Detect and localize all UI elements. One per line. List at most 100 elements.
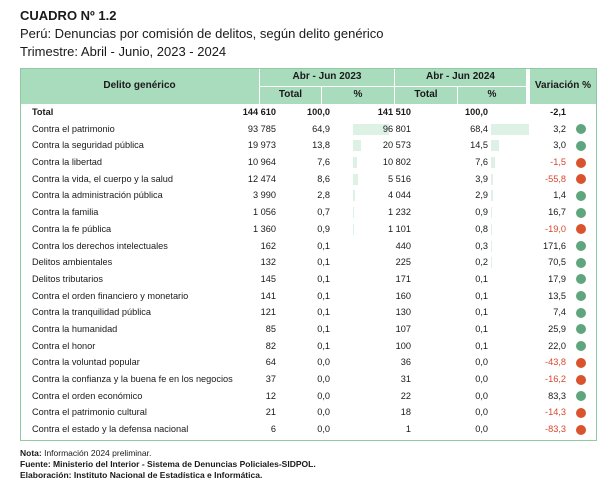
cell-total-2023: 19 973 <box>247 140 276 151</box>
footer-note-label: Nota: <box>20 448 42 458</box>
cell-total-2024: 1 232 <box>388 207 411 218</box>
cell-total-2024: 440 <box>395 240 411 251</box>
cell-pct-2024: 0,9 <box>475 207 488 218</box>
row-label: Contra el orden económico <box>32 390 143 401</box>
cell-total-2024: 225 <box>395 257 411 268</box>
row-label: Contra la voluntad popular <box>32 357 140 368</box>
col-header-2024-total: Total <box>414 89 438 100</box>
table-row: Contra la familia 1 056 0,7 1 232 0,9 16,7 <box>20 204 596 221</box>
pct-bar-2024 <box>491 157 496 169</box>
increase-indicator-icon <box>576 140 586 151</box>
cell-total-2024: 10 802 <box>382 157 411 168</box>
pct-bar-2024 <box>491 123 530 135</box>
cell-variation: -14,3 <box>545 407 566 418</box>
cell-pct-2023: 0,1 <box>317 273 330 284</box>
table-row: Contra el patrimonio 93 785 64,9 96 801 68,4… <box>20 121 596 138</box>
decrease-indicator-icon <box>576 174 586 185</box>
header-bg-variation <box>530 68 596 104</box>
increase-indicator-icon <box>576 241 586 251</box>
row-label: Delitos ambientales <box>32 257 113 268</box>
cell-pct-2023: 0,9 <box>317 223 330 234</box>
cell-variation: 13,5 <box>548 290 566 301</box>
cell-total-2024: 141 510 <box>377 107 411 117</box>
table-period: Trimestre: Abril - Junio, 2023 - 2024 <box>20 44 227 59</box>
header-divider-2023 <box>260 86 394 87</box>
header-divider-2024 <box>395 86 526 87</box>
cell-variation: -16,2 <box>545 374 566 384</box>
pct-bar-2023 <box>353 140 361 152</box>
header-divider-2024-cols <box>457 86 458 104</box>
increase-indicator-icon <box>576 190 586 201</box>
row-label: Contra la seguridad pública <box>32 140 144 151</box>
table-footer: Nota: Información 2024 preliminar. Fuent… <box>20 448 316 481</box>
table-row: Delitos ambientales 132 0,1 225 0,2 70,5 <box>20 254 596 271</box>
cell-pct-2024: 68,4 <box>470 123 488 134</box>
increase-indicator-icon <box>576 341 586 352</box>
cell-pct-2023: 13,8 <box>312 140 330 151</box>
increase-indicator-icon <box>576 391 586 402</box>
cell-pct-2023: 64,9 <box>312 123 330 134</box>
table-row: Contra el patrimonio cultural 21 0,0 18 0,0 -… <box>20 404 596 421</box>
increase-indicator-icon <box>576 257 586 268</box>
cell-total-2023: 85 <box>265 323 276 334</box>
table-row: Contra la administración pública 3 990 2,8… <box>20 187 596 204</box>
cell-total-2023: 10 964 <box>247 157 276 168</box>
footer-note-text: Información 2024 preliminar. <box>41 448 152 458</box>
cell-pct-2024: 0,1 <box>475 323 488 334</box>
cell-total-2023: 93 785 <box>247 123 276 134</box>
cell-pct-2023: 0,1 <box>317 307 330 318</box>
cell-total-2023: 141 <box>260 290 276 301</box>
table-row: Contra la seguridad pública 19 973 13,8 20 … <box>20 137 596 154</box>
cell-pct-2023: 0,0 <box>317 357 330 368</box>
table-row: Contra la vida, el cuerpo y la salud 12 4… <box>20 171 596 188</box>
cell-pct-2024: 0,3 <box>475 240 488 251</box>
cell-pct-2024: 0,1 <box>475 307 488 318</box>
cell-total-2024: 107 <box>395 323 411 334</box>
col-header-2023-total: Total <box>278 89 303 100</box>
cell-variation: 3,0 <box>553 140 566 151</box>
decrease-indicator-icon <box>576 357 586 368</box>
cell-total-2024: 1 <box>405 424 411 435</box>
table-row: Contra la humanidad 85 0,1 107 0,1 25,9 <box>20 321 596 338</box>
footer-source: Fuente: Ministerio del Interior - Sistem… <box>20 459 316 469</box>
crimes-table: Delito genérico Abr - Jun 2023 Abr - Jun… <box>20 68 597 441</box>
cell-pct-2024: 0,2 <box>475 257 488 268</box>
pct-bar-2024 <box>491 140 500 152</box>
cell-variation: 25,9 <box>548 323 566 334</box>
cell-total-2024: 160 <box>395 290 411 301</box>
row-label: Contra la confianza y la buena fe en los… <box>32 374 233 384</box>
decrease-indicator-icon <box>576 424 586 435</box>
cell-variation: -1,5 <box>550 157 566 168</box>
cell-total-2023: 145 <box>260 273 276 284</box>
cell-total-2024: 100 <box>395 340 411 351</box>
table-row: Contra la tranquilidad pública 121 0,1 130 0… <box>20 304 596 321</box>
cell-variation: -83,3 <box>545 424 566 435</box>
cell-pct-2023: 0,1 <box>317 290 330 301</box>
decrease-indicator-icon <box>576 224 586 235</box>
table-row: Delitos tributarios 145 0,1 171 0,1 17,9 <box>20 271 596 288</box>
cell-variation: 17,9 <box>548 273 566 284</box>
pct-bar-2023 <box>353 190 355 202</box>
table-row: Contra la voluntad popular 64 0,0 36 0,0 -43,… <box>20 354 596 371</box>
table-number: CUADRO Nº 1.2 <box>20 8 117 23</box>
row-label: Contra la vida, el cuerpo y la salud <box>32 173 173 184</box>
cell-pct-2023: 8,6 <box>317 173 330 184</box>
cell-pct-2023: 0,1 <box>317 340 330 351</box>
cell-variation: 171,6 <box>543 240 566 251</box>
cell-pct-2024: 3,9 <box>475 173 488 184</box>
row-label: Contra la humanidad <box>32 323 118 334</box>
col-header-2024: Abr - Jun 2024 <box>426 71 495 82</box>
cell-total-2023: 1 056 <box>253 207 276 218</box>
cell-pct-2024: 0,8 <box>475 223 488 234</box>
row-label: Contra la fe pública <box>32 223 112 234</box>
row-label: Total <box>32 107 54 117</box>
cell-total-2023: 132 <box>260 257 276 268</box>
row-label: Contra la familia <box>32 207 99 218</box>
cell-pct-2023: 0,1 <box>317 257 330 268</box>
cell-variation: 16,7 <box>548 207 566 218</box>
cell-variation: -19,0 <box>545 223 566 234</box>
header-bg-label <box>20 68 259 104</box>
cell-pct-2024: 0,1 <box>475 290 488 301</box>
row-label: Contra los derechos intelectuales <box>32 240 168 251</box>
table-row: Contra el orden económico 12 0,0 22 0,0 83,3 <box>20 388 596 405</box>
